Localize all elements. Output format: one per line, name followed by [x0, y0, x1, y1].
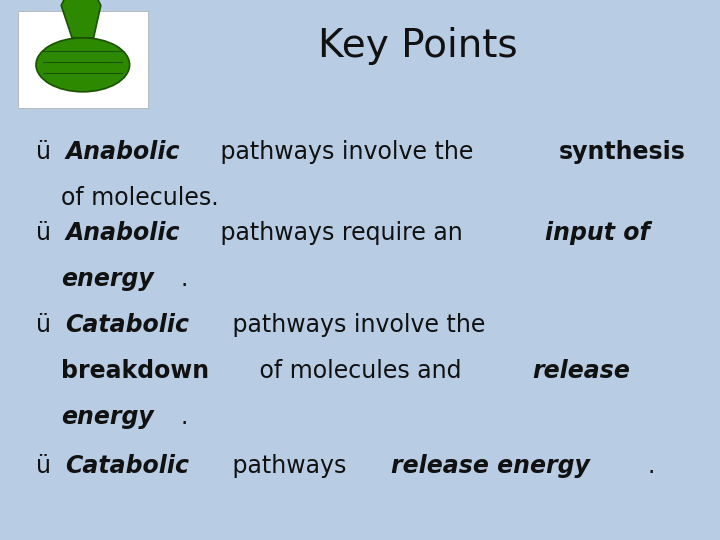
Text: .: .: [181, 405, 188, 429]
Text: release: release: [532, 359, 630, 383]
Polygon shape: [61, 0, 101, 38]
Text: pathways: pathways: [225, 454, 354, 477]
Text: ü: ü: [36, 454, 58, 477]
Text: of molecules.: of molecules.: [61, 186, 219, 210]
Text: Catabolic: Catabolic: [65, 454, 189, 477]
Text: ü: ü: [36, 313, 58, 337]
Text: .: .: [648, 454, 655, 477]
Text: Catabolic: Catabolic: [65, 313, 189, 337]
Ellipse shape: [36, 38, 130, 92]
Text: .: .: [181, 267, 188, 291]
Text: Key Points: Key Points: [318, 27, 518, 65]
Text: Anabolic: Anabolic: [65, 221, 179, 245]
Text: pathways involve the: pathways involve the: [213, 140, 481, 164]
Text: of molecules and: of molecules and: [252, 359, 469, 383]
Text: energy: energy: [61, 405, 154, 429]
Text: release energy: release energy: [392, 454, 590, 477]
Text: ü: ü: [36, 140, 58, 164]
Text: Anabolic: Anabolic: [65, 140, 179, 164]
Text: synthesis: synthesis: [559, 140, 685, 164]
Text: pathways involve the: pathways involve the: [225, 313, 485, 337]
Text: input of: input of: [545, 221, 649, 245]
Text: ü: ü: [36, 221, 58, 245]
Text: energy: energy: [61, 267, 154, 291]
Text: pathways require an: pathways require an: [213, 221, 470, 245]
Text: breakdown: breakdown: [61, 359, 210, 383]
FancyBboxPatch shape: [18, 11, 148, 108]
